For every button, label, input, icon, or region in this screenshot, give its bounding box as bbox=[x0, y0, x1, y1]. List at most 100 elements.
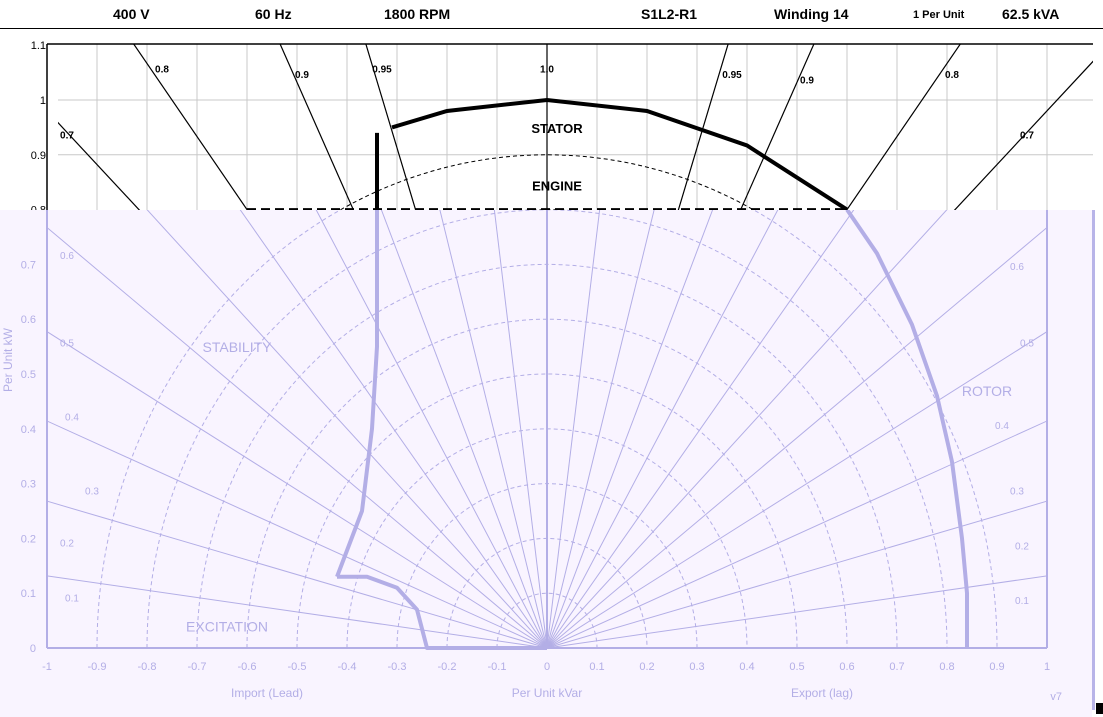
x-tick-label: -0.1 bbox=[488, 661, 507, 673]
upper-y-tick-label: 1.1 bbox=[31, 40, 46, 52]
frequency-label: 60 Hz bbox=[255, 6, 292, 22]
x-tick-label: -0.4 bbox=[338, 661, 357, 673]
upper-pf-label: 0.8 bbox=[945, 70, 959, 81]
x-tick-label: 0.3 bbox=[689, 661, 704, 673]
right-edge-bar bbox=[1092, 210, 1095, 710]
upper-y-tick-label: 0.9 bbox=[31, 150, 46, 162]
lower-radial-line bbox=[315, 210, 548, 648]
lower-radial-line bbox=[380, 210, 548, 648]
lower-pf-label-right: 0.5 bbox=[1020, 339, 1034, 350]
upper-pf-line bbox=[132, 44, 249, 210]
voltage-label: 400 V bbox=[113, 6, 150, 22]
x-tick-label: 0.5 bbox=[789, 661, 804, 673]
series-rotor-curve bbox=[845, 210, 969, 648]
lower-y-tick-label: 0.1 bbox=[21, 588, 36, 600]
lower-pf-label-right: 0.3 bbox=[1010, 487, 1024, 498]
lower-pf-label-left: 0.3 bbox=[85, 487, 99, 498]
winding-label: Winding 14 bbox=[774, 6, 849, 22]
lower-radial-line bbox=[546, 210, 655, 648]
upper-pf-label: 0.95 bbox=[722, 70, 742, 81]
x-tick-label: -0.3 bbox=[388, 661, 407, 673]
version-label: v7 bbox=[1050, 691, 1062, 703]
series-excitation-curve bbox=[337, 574, 547, 650]
speed-label: 1800 RPM bbox=[384, 6, 451, 22]
region-label-stator: STATOR bbox=[531, 121, 583, 136]
x-tick-label: 0.4 bbox=[739, 661, 754, 673]
lower-radial-line bbox=[546, 210, 855, 648]
lower-radial-line bbox=[47, 331, 548, 648]
chart-header: 400 V 60 Hz 1800 RPM S1L2-R1 Winding 14 … bbox=[0, 0, 1103, 30]
x-tick-label: 1 bbox=[1044, 661, 1050, 673]
lower-y-tick-label: 0.2 bbox=[21, 533, 36, 545]
lower-pf-label-left: 0.6 bbox=[60, 251, 74, 262]
lower-radial-line bbox=[546, 210, 714, 648]
upper-pf-label: 0.95 bbox=[372, 65, 392, 76]
lower-radial-line bbox=[546, 226, 1047, 648]
lower-y-tick-label: 0.6 bbox=[21, 314, 36, 326]
upper-plot-area bbox=[58, 44, 1093, 210]
lower-radial-line bbox=[239, 210, 548, 648]
region-label-excitation: EXCITATION bbox=[186, 619, 268, 635]
region-label-rotor: ROTOR bbox=[962, 383, 1012, 399]
lower-y-tick-label: 0.7 bbox=[21, 259, 36, 271]
upper-pf-label: 0.8 bbox=[155, 65, 169, 76]
lower-pf-label-left: 0.5 bbox=[60, 339, 74, 350]
lower-radial-line bbox=[546, 210, 601, 648]
lower-dashed-arc bbox=[496, 592, 598, 648]
lower-y-tick-label: 0.3 bbox=[21, 479, 36, 491]
x-tick-label: -0.8 bbox=[138, 661, 157, 673]
lower-dashed-arc bbox=[146, 210, 948, 648]
upper-pf-line bbox=[279, 44, 355, 210]
lower-radial-line bbox=[546, 210, 948, 648]
lower-radial-line bbox=[546, 210, 779, 648]
per-unit-label: 1 Per Unit bbox=[913, 9, 965, 21]
x-tick-label: 0 bbox=[544, 661, 550, 673]
x-tick-label: -0.6 bbox=[238, 661, 257, 673]
x-tick-label: -0.7 bbox=[188, 661, 207, 673]
corner-mark bbox=[1096, 703, 1103, 714]
lower-radial-line bbox=[439, 210, 548, 648]
series-stability-curve bbox=[335, 210, 379, 578]
upper-pf-line bbox=[739, 44, 815, 210]
x-tick-label: 0.6 bbox=[839, 661, 854, 673]
x-tick-label: 0.9 bbox=[989, 661, 1004, 673]
lower-radial-line bbox=[493, 210, 548, 648]
upper-pf-label: 0.7 bbox=[1020, 130, 1034, 141]
lower-pf-label-left: 0.2 bbox=[60, 539, 74, 550]
model-label: S1L2-R1 bbox=[641, 6, 698, 22]
lower-y-tick-label: 0 bbox=[30, 643, 36, 655]
x-tick-label: 0.7 bbox=[889, 661, 904, 673]
upper-pf-label: 1.0 bbox=[540, 65, 554, 76]
lower-dashed-arc bbox=[296, 373, 798, 648]
series-stator-curve bbox=[391, 97, 849, 210]
x-tick-label: -0.9 bbox=[88, 661, 107, 673]
upper-pf-label: 0.9 bbox=[800, 76, 814, 87]
y-axis-title: Per Unit kW bbox=[1, 327, 15, 392]
x-axis-title: Per Unit kVar bbox=[512, 686, 582, 700]
lower-radial-line bbox=[47, 575, 548, 648]
upper-y-tick-label: 1 bbox=[40, 95, 46, 107]
lower-pf-label-right: 0.4 bbox=[995, 421, 1009, 432]
lower-y-tick-label: 0.5 bbox=[21, 369, 36, 381]
lower-pf-label-right: 0.2 bbox=[1015, 541, 1029, 552]
lower-pf-label-left: 0.1 bbox=[65, 593, 79, 604]
lower-pf-label-right: 0.1 bbox=[1015, 596, 1029, 607]
lower-pf-label-left: 0.4 bbox=[65, 413, 79, 424]
x-axis-left-title: Import (Lead) bbox=[231, 686, 303, 700]
x-tick-label: 0.1 bbox=[589, 661, 604, 673]
region-label-stability: STABILITY bbox=[203, 339, 273, 355]
lower-radial-line bbox=[546, 575, 1047, 648]
header-divider bbox=[0, 28, 1103, 29]
upper-section: 1.110.90.80.70.80.90.951.00.950.90.80.7S… bbox=[31, 40, 1093, 217]
lower-radial-line bbox=[47, 420, 548, 648]
lower-pf-label-right: 0.6 bbox=[1010, 262, 1024, 273]
upper-pf-line bbox=[365, 44, 417, 210]
region-label-engine: ENGINE bbox=[532, 178, 582, 193]
upper-pf-label: 0.9 bbox=[295, 70, 309, 81]
rating-label: 62.5 kVA bbox=[1002, 6, 1060, 22]
upper-pf-line bbox=[845, 44, 962, 210]
x-tick-label: -1 bbox=[42, 661, 52, 673]
lower-radial-line bbox=[47, 226, 548, 648]
